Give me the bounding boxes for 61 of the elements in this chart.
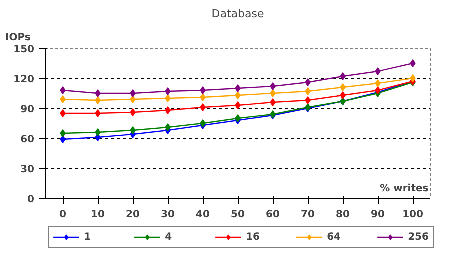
point	[270, 90, 276, 98]
x-tick-label: 50	[231, 210, 245, 220]
x-tick-label: 20	[126, 210, 140, 220]
point	[305, 96, 311, 104]
y-tick-label: 0	[28, 194, 35, 206]
y-tick-label: 150	[14, 44, 35, 56]
point	[270, 98, 276, 106]
point	[305, 88, 311, 96]
x-tick-label: 100	[402, 210, 424, 220]
point	[235, 92, 241, 100]
point	[200, 104, 206, 112]
x-tick-label: 10	[91, 210, 105, 220]
point	[200, 86, 206, 94]
point	[95, 128, 101, 136]
point	[130, 90, 136, 98]
y-tick-label: 90	[20, 104, 35, 116]
point	[130, 108, 136, 116]
point	[165, 124, 171, 132]
point	[340, 72, 346, 80]
x-tick-label: 0	[60, 210, 67, 220]
point	[60, 110, 66, 118]
point	[375, 80, 381, 88]
point	[340, 84, 346, 92]
y-tick-label: 60	[20, 134, 35, 146]
chart-title: Database	[212, 8, 264, 20]
x-tick-label: 40	[196, 210, 210, 220]
y-tick-label: 30	[20, 164, 35, 176]
point	[95, 90, 101, 98]
x-tick-label: 90	[371, 210, 385, 220]
y-tick-label: 120	[14, 74, 35, 86]
point	[60, 86, 66, 94]
point	[270, 82, 276, 90]
point	[165, 94, 171, 102]
legend-label: 256	[408, 231, 429, 243]
point	[165, 88, 171, 96]
point	[95, 96, 101, 104]
point	[235, 102, 241, 110]
point	[410, 60, 416, 68]
legend-label: 16	[246, 231, 261, 243]
point	[95, 110, 101, 118]
point	[60, 136, 66, 144]
point	[60, 130, 66, 138]
point	[60, 96, 66, 104]
x-tick-label: 30	[161, 210, 175, 220]
legend-label: 64	[327, 231, 342, 243]
point	[200, 94, 206, 102]
point	[130, 96, 136, 104]
point	[340, 92, 346, 100]
point	[130, 126, 136, 134]
point	[165, 106, 171, 114]
x-tick-label: 70	[301, 210, 315, 220]
x-tick-label: 80	[336, 210, 350, 220]
x-tick-label: 60	[266, 210, 280, 220]
legend-label: 1	[84, 231, 92, 243]
point	[375, 68, 381, 76]
point	[235, 84, 241, 92]
point	[410, 74, 416, 82]
legend-label: 4	[165, 231, 174, 243]
x-axis-title: % writes	[380, 184, 429, 194]
y-axis-title: IOPs	[6, 32, 31, 44]
point	[305, 78, 311, 86]
